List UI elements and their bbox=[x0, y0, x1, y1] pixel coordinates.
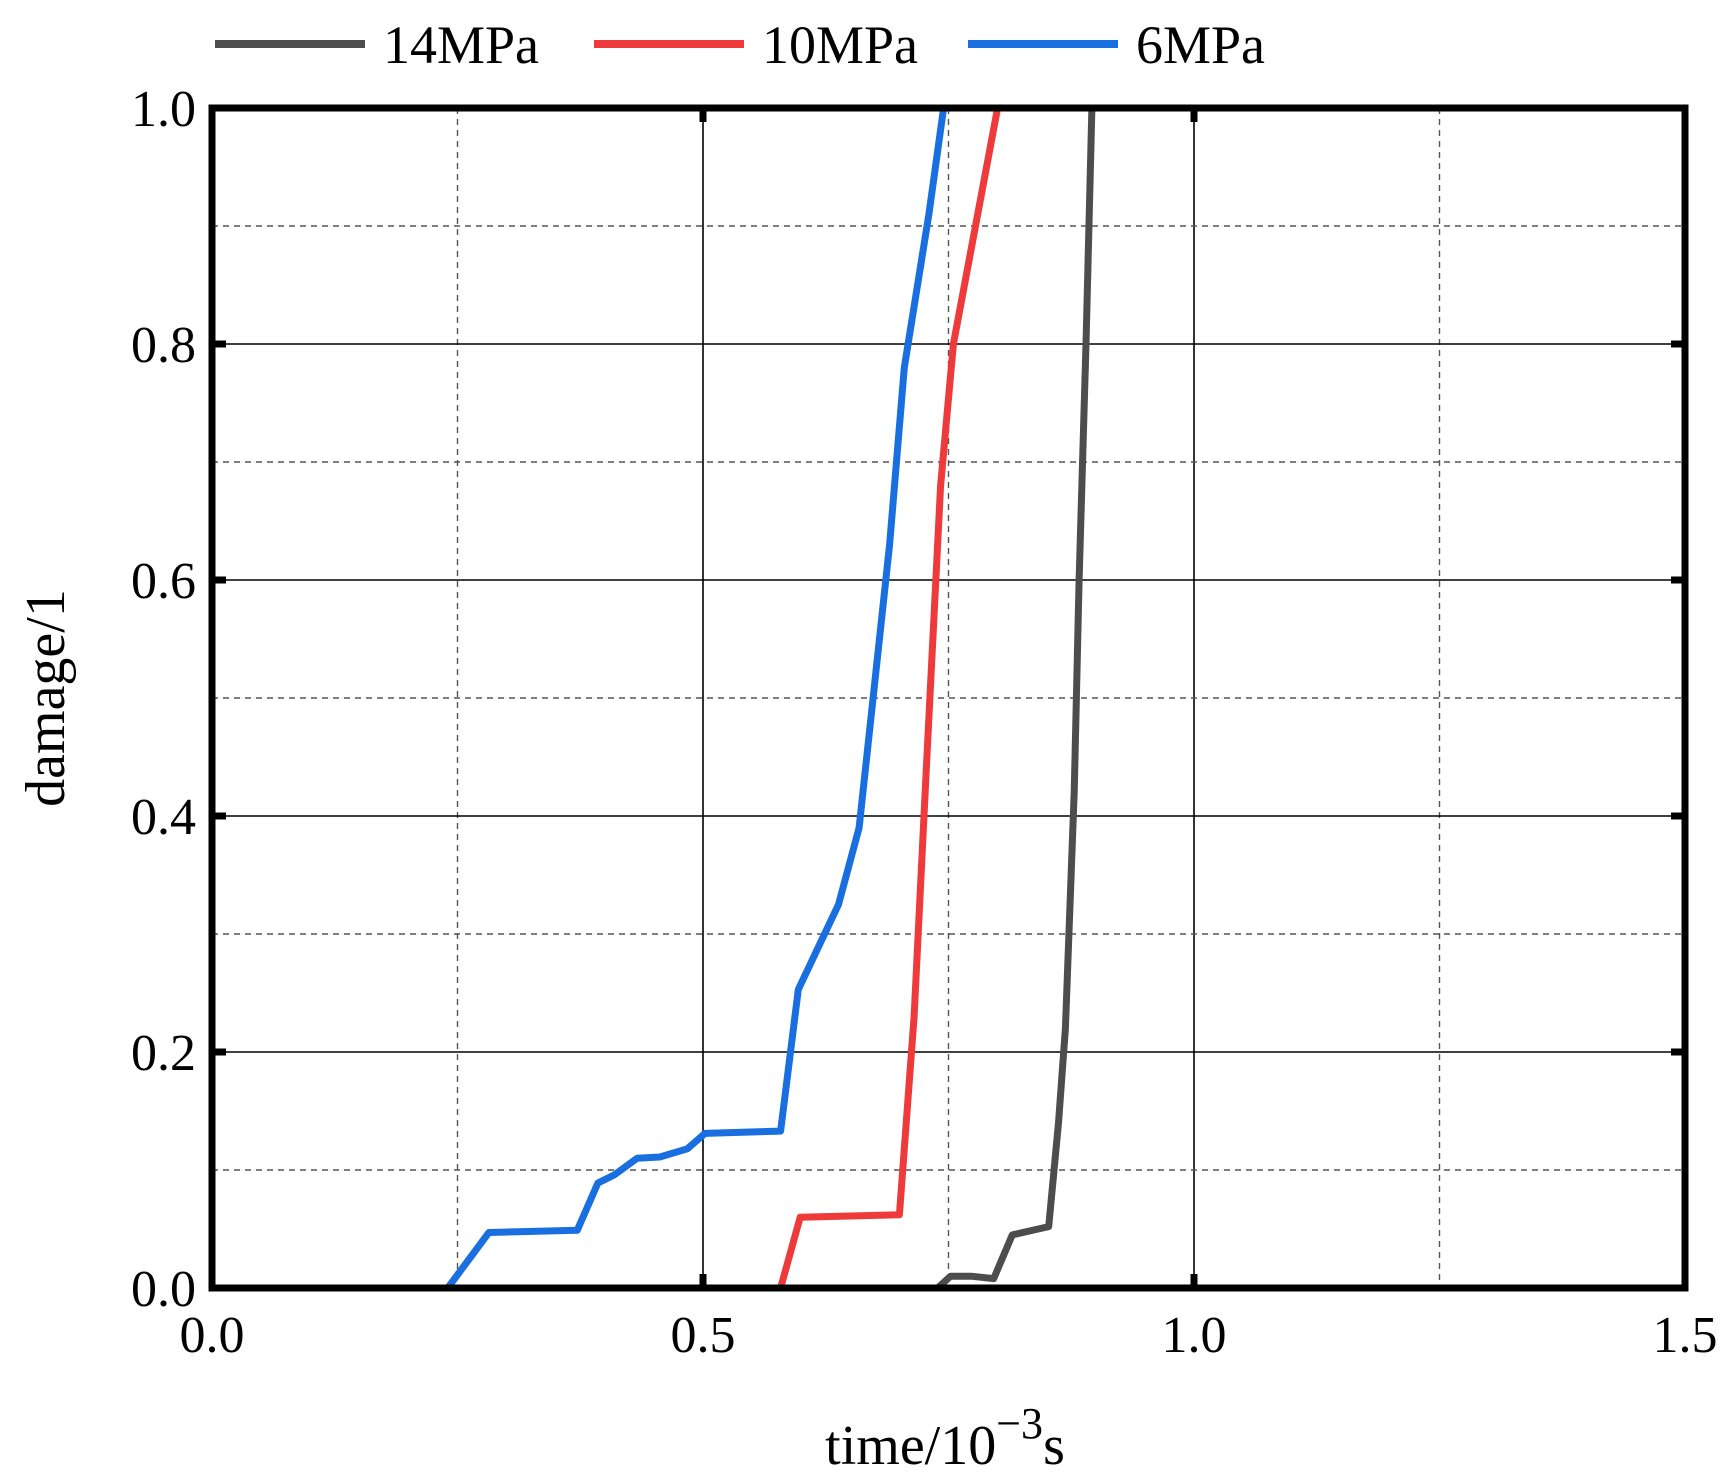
y-tick-label: 1.0 bbox=[131, 81, 196, 138]
x-axis-label-main: time/10 bbox=[825, 1415, 996, 1477]
x-tick-label: 0.0 bbox=[180, 1307, 245, 1364]
legend-item: 14MPa bbox=[215, 15, 539, 75]
tick-labels: 0.0 0.5 1.0 1.5 0.0 0.2 0.4 0.6 0.8 1.0 bbox=[131, 81, 1718, 1364]
plot-frame bbox=[208, 104, 1689, 1292]
x-axis-label-unit: s bbox=[1043, 1415, 1065, 1477]
grid bbox=[212, 108, 1685, 1288]
legend-label: 6MPa bbox=[1136, 15, 1265, 75]
x-tick-label: 1.0 bbox=[1162, 1307, 1227, 1364]
x-axis-label-superscript: −3 bbox=[996, 1399, 1043, 1448]
legend: 14MPa 10MPa 6MPa bbox=[215, 15, 1265, 75]
y-axis-label: damage/1 bbox=[15, 589, 77, 807]
series-line-6mpa bbox=[444, 107, 948, 1291]
legend-label: 10MPa bbox=[762, 15, 918, 75]
y-tick-label: 0.4 bbox=[131, 789, 196, 846]
series-lines bbox=[444, 107, 1096, 1291]
legend-item: 10MPa bbox=[594, 15, 918, 75]
legend-label: 14MPa bbox=[383, 15, 539, 75]
series-line-10mpa bbox=[777, 107, 1002, 1289]
y-tick-label: 0.8 bbox=[131, 317, 196, 374]
x-tick-label: 0.5 bbox=[671, 1307, 736, 1364]
y-tick-label: 0.0 bbox=[131, 1261, 196, 1318]
series-line-14mpa bbox=[935, 107, 1096, 1291]
ticks bbox=[208, 104, 1689, 1292]
x-tick-label: 1.5 bbox=[1653, 1307, 1718, 1364]
y-tick-label: 0.2 bbox=[131, 1025, 196, 1082]
y-tick-label: 0.6 bbox=[131, 553, 196, 610]
x-axis-label: time/10−3s bbox=[825, 1399, 1065, 1477]
legend-item: 6MPa bbox=[968, 15, 1265, 75]
